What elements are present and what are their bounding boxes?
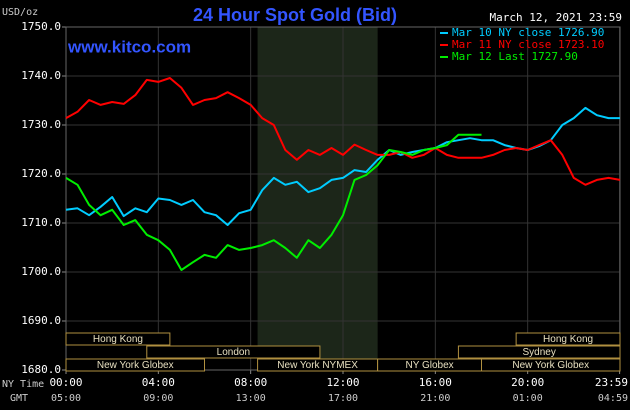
session-label: New York NYMEX [277, 360, 358, 371]
chart-title: 24 Hour Spot Gold (Bid) [193, 5, 397, 25]
session-label: Hong Kong [543, 334, 593, 345]
y-tick-label: 1720.0 [21, 167, 61, 180]
label-layer: 1680.0 1690.0 1700.0 1710.0 1720.0 1730.0 1740… [21, 20, 628, 404]
y-tick-label: 1740.0 [21, 69, 61, 82]
x-tick-label: 20:00 [511, 376, 544, 389]
x2-tick-label: 21:00 [420, 393, 450, 404]
x-tick-label: 16:00 [419, 376, 452, 389]
session-box [457, 345, 621, 359]
y-tick-label: 1750.0 [21, 20, 61, 33]
legend-label: Mar 12 Last 1727.90 [452, 50, 578, 63]
session-box [515, 332, 621, 346]
x2-tick-label: 05:00 [51, 393, 81, 404]
site-url: www.kitco.com [67, 37, 191, 56]
session-box [481, 358, 621, 372]
session-box [146, 345, 321, 359]
x-tick-label: 08:00 [234, 376, 267, 389]
session-box [65, 358, 205, 372]
x-tick-label: 12:00 [326, 376, 359, 389]
legend-label: Mar 10 NY close 1726.90 [452, 26, 604, 39]
y-tick-label: 1730.0 [21, 118, 61, 131]
timestamp: March 12, 2021 23:59 [490, 11, 622, 24]
x2-tick-label: 01:00 [513, 393, 543, 404]
session-label: New York Globex [97, 360, 174, 371]
session-label: London [217, 347, 250, 358]
session-label: New York Globex [512, 360, 589, 371]
y-unit: USD/oz [2, 7, 38, 18]
x2-tick-label: 17:00 [328, 393, 358, 404]
x2-tick-label: 09:00 [143, 393, 173, 404]
shade-layer [257, 27, 378, 370]
y-tick-label: 1700.0 [21, 265, 61, 278]
session-label: NY Globex [405, 360, 453, 371]
x-axis-label: NY Time [2, 379, 44, 390]
session-box [65, 332, 171, 346]
x2-tick-label: 13:00 [236, 393, 266, 404]
legend-label: Mar 11 NY close 1723.10 [452, 38, 604, 51]
y-tick-label: 1690.0 [21, 314, 61, 327]
x2-axis-label: GMT [10, 393, 28, 404]
session-label: Sydney [523, 347, 556, 358]
x-tick-label: 23:59 [595, 376, 628, 389]
session-label: Hong Kong [93, 334, 143, 345]
y-tick-label: 1680.0 [21, 363, 61, 376]
x-tick-label: 00:00 [49, 376, 82, 389]
x-tick-label: 04:00 [142, 376, 175, 389]
y-tick-label: 1710.0 [21, 216, 61, 229]
series-line [65, 77, 621, 186]
x2-tick-label: 04:59 [598, 393, 628, 404]
session-shade [257, 27, 378, 370]
series-line [65, 133, 482, 271]
session-layer: Hong Kong Hong Kong London Sydney New York G… [65, 332, 621, 372]
line-layer [65, 77, 621, 271]
grid-layer [62, 26, 621, 374]
